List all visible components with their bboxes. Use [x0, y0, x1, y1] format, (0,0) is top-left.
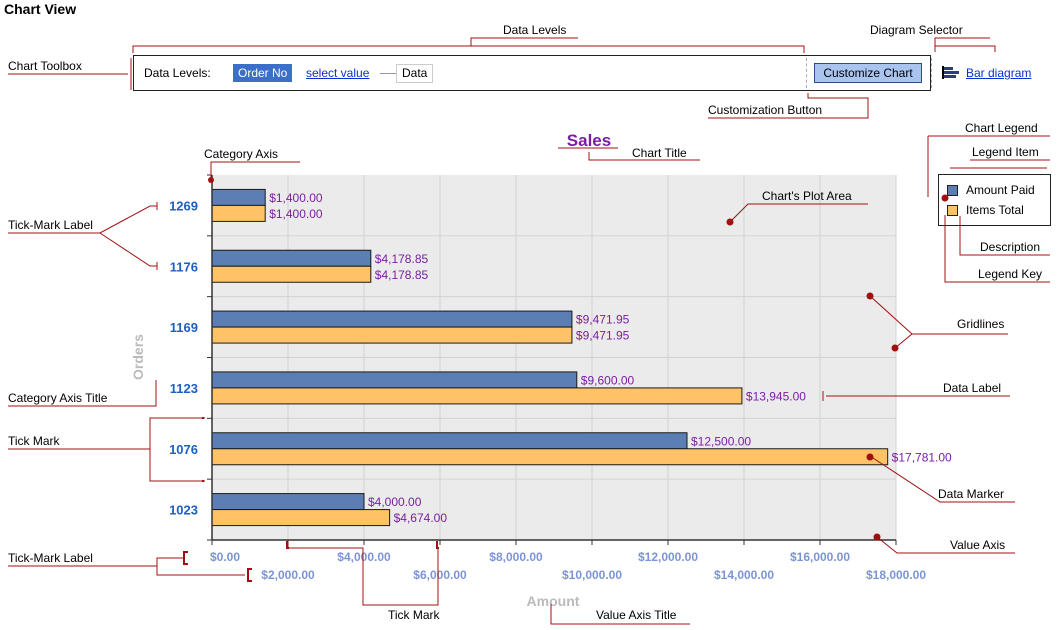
callout-chart-legend: Chart Legend: [965, 121, 1038, 135]
bar-items-total-1169: [211, 326, 573, 344]
callout-description: Description: [980, 240, 1040, 254]
callout-data-marker: Data Marker: [938, 487, 1004, 501]
data-levels-label: Data Levels:: [144, 66, 211, 80]
value-tick-label: $12,000.00: [638, 550, 698, 564]
callout-data-levels: Data Levels: [503, 23, 566, 37]
data-label: $1,400.00: [269, 191, 323, 205]
data-label: $12,500.00: [691, 434, 751, 448]
data-level-data[interactable]: Data: [396, 64, 434, 83]
data-label: $13,945.00: [746, 389, 806, 403]
bar-items-total-1023: [211, 509, 391, 527]
data-level-connector: [380, 73, 396, 74]
callout-category-axis: Category Axis: [204, 147, 278, 161]
legend-key-amount-paid: [947, 185, 958, 196]
bar-diagram-icon[interactable]: [942, 66, 960, 79]
bar-amount-paid-1123: [211, 371, 578, 389]
bar-items-total-1176: [211, 265, 372, 283]
toolbox-divider: [931, 58, 932, 88]
annotation-brackets: [183, 417, 439, 582]
callout-tick-mark-left: Tick Mark: [8, 434, 61, 448]
data-label: $9,471.95: [576, 313, 630, 327]
data-label: $4,178.85: [375, 268, 429, 282]
data-level-order-no[interactable]: Order No: [233, 64, 293, 82]
callout-category-axis-title: Category Axis Title: [8, 391, 108, 405]
toolbox-divider: [806, 58, 807, 88]
data-label: $17,781.00: [892, 450, 952, 464]
callout-customization-button: Customization Button: [708, 103, 822, 117]
data-level-select-value-link[interactable]: select value: [306, 66, 370, 80]
bar-amount-paid-1076: [211, 432, 688, 450]
page-title: Chart View: [4, 1, 77, 17]
chart-toolbox: Data Levels: Order No select value Data …: [133, 55, 932, 91]
chart-legend: Amount Paid Items Total: [938, 174, 1051, 226]
annotation-leaders: [8, 37, 1050, 625]
data-label: $9,471.95: [576, 329, 630, 343]
category-tick-label: 1169: [170, 320, 198, 335]
callout-gridlines: Gridlines: [957, 317, 1004, 331]
callout-tick-mark-label-top: Tick-Mark Label: [8, 218, 93, 232]
callout-value-axis-title: Value Axis Title: [596, 608, 677, 622]
bar-amount-paid-1169: [211, 310, 573, 328]
legend-label-items-total: Items Total: [966, 203, 1024, 217]
callout-tick-mark-label-bottom: Tick-Mark Label: [8, 551, 93, 565]
bar-amount-paid-1023: [211, 493, 365, 511]
data-label: $1,400.00: [269, 207, 323, 221]
category-axis-title: Orders: [130, 334, 146, 380]
callout-chart-toolbox: Chart Toolbox: [8, 59, 82, 73]
bar-items-total-1076: [211, 448, 889, 466]
category-tick-label: 1176: [170, 259, 198, 274]
callout-chart-title: Chart Title: [632, 146, 687, 160]
value-tick-label: $6,000.00: [413, 568, 467, 582]
data-label: $4,674.00: [394, 511, 448, 525]
data-label: $9,600.00: [581, 373, 635, 387]
callout-plot-area: Chart's Plot Area: [762, 189, 852, 203]
value-axis-title: Amount: [527, 593, 580, 609]
callout-tick-mark-bottom: Tick Mark: [388, 608, 441, 622]
category-tick-label: 1023: [169, 503, 198, 518]
bar-diagram-link[interactable]: Bar diagram: [966, 66, 1032, 80]
customize-chart-button[interactable]: Customize Chart: [814, 63, 922, 83]
callout-diagram-selector: Diagram Selector: [870, 23, 963, 37]
legend-key-items-total: [947, 205, 958, 216]
value-tick-label: $8,000.00: [489, 550, 543, 564]
bar-amount-paid-1176: [211, 249, 372, 267]
legend-label-amount-paid: Amount Paid: [966, 183, 1035, 197]
callout-value-axis: Value Axis: [950, 538, 1005, 552]
value-tick-label: $10,000.00: [562, 568, 622, 582]
bar-items-total-1123: [211, 387, 743, 405]
category-tick-label: 1076: [169, 442, 198, 457]
value-tick-label: $16,000.00: [790, 550, 850, 564]
bar-amount-paid-1269: [211, 188, 266, 206]
data-label: $4,178.85: [375, 252, 429, 266]
callout-legend-item: Legend Item: [972, 145, 1039, 159]
chart-title: Sales: [567, 131, 611, 150]
bar-items-total-1269: [211, 204, 266, 222]
category-tick-label: 1123: [170, 381, 198, 396]
category-tick-label: 1269: [169, 198, 198, 213]
callout-data-label: Data Label: [943, 381, 1001, 395]
value-tick-label: $14,000.00: [714, 568, 774, 582]
data-label: $4,000.00: [368, 495, 422, 509]
value-tick-label: $18,000.00: [866, 568, 926, 582]
value-tick-label: $0.00: [210, 550, 240, 564]
annotation-markers: [208, 177, 949, 541]
callout-legend-key: Legend Key: [978, 267, 1042, 281]
value-tick-label: $4,000.00: [337, 550, 391, 564]
value-tick-label: $2,000.00: [261, 568, 315, 582]
